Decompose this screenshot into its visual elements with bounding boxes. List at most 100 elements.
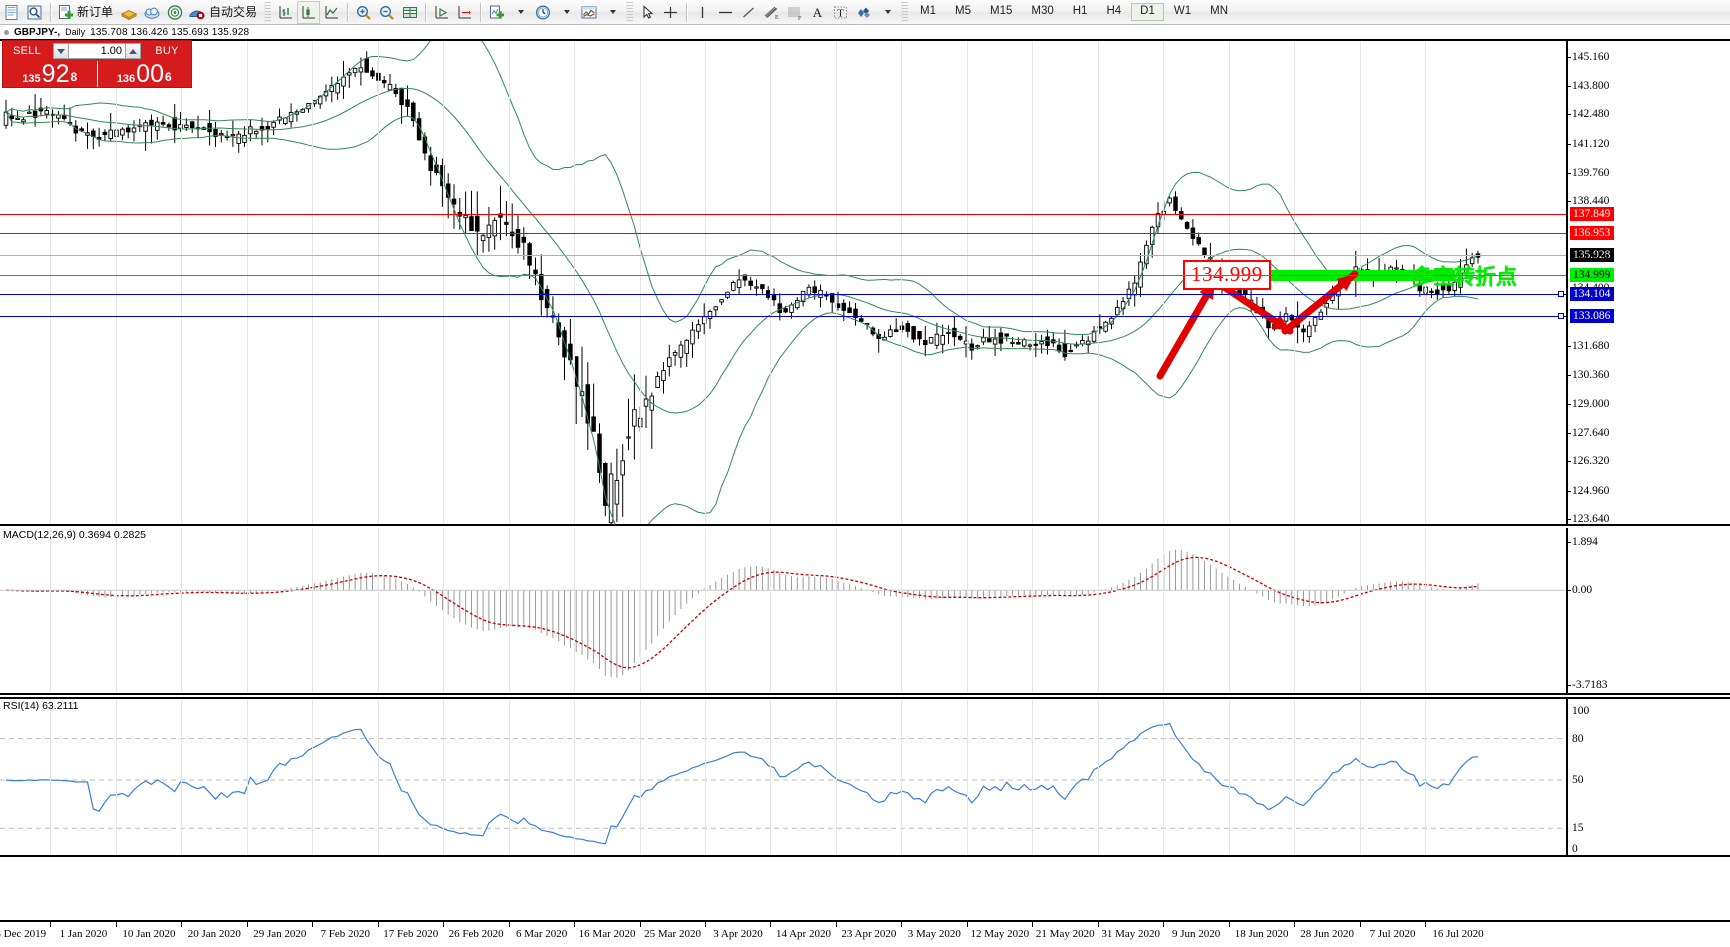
date-tick-mark	[1097, 922, 1099, 927]
sell-price[interactable]: 135 92 8	[3, 61, 97, 87]
toolbar-grip[interactable]	[901, 2, 909, 22]
vertical-gridline	[1294, 528, 1296, 693]
vertical-gridline	[1097, 699, 1099, 855]
horizontal-line[interactable]	[0, 275, 1566, 276]
horizontal-line-icon[interactable]	[714, 1, 737, 24]
buy-button[interactable]: BUY	[155, 45, 179, 57]
candlestick-chart-icon[interactable]	[297, 0, 321, 24]
mql5-community-icon[interactable]	[117, 1, 140, 24]
line-chart-icon[interactable]	[320, 1, 343, 24]
arrow-cursor-icon[interactable]	[636, 1, 659, 24]
price-label-resistance[interactable]: 136.953	[1570, 226, 1615, 241]
timeframe-h4[interactable]: H4	[1106, 5, 1122, 18]
macd-plot-area[interactable]: MACD(12,26,9) 0.3694 0.2825	[0, 528, 1568, 693]
price-axis[interactable]: 145.160 143.800 142.480 141.120 139.760 138.4…	[1566, 41, 1730, 525]
date-tick-mark	[181, 922, 183, 927]
toolbar-separator	[480, 2, 482, 22]
macd-title: MACD(12,26,9) 0.3694 0.2825	[3, 529, 147, 541]
horizontal-line[interactable]	[0, 213, 1566, 215]
price-label-tick[interactable]: 135.728	[1572, 253, 1610, 266]
fibonacci-icon[interactable]: F	[783, 1, 806, 24]
line-anchor-handle[interactable]	[1558, 291, 1564, 298]
chart-shift-icon[interactable]	[453, 1, 476, 24]
horizontal-line[interactable]	[0, 294, 1566, 296]
price-tick: 141.120	[1566, 137, 1610, 150]
indicators-icon[interactable]	[485, 1, 508, 24]
timeframe-m5[interactable]: M5	[955, 5, 971, 18]
market-watch-icon[interactable]	[23, 1, 46, 24]
sell-button[interactable]: SELL	[12, 45, 42, 57]
buy-price[interactable]: 136 00 6	[96, 61, 192, 87]
data-window-icon[interactable]	[398, 1, 421, 24]
timeframe-m30[interactable]: M30	[1031, 5, 1054, 18]
vertical-gridline	[1163, 41, 1165, 524]
letter-a-icon[interactable]: A	[806, 1, 829, 24]
trendline-icon[interactable]	[737, 1, 760, 24]
templates-icon[interactable]	[577, 1, 600, 24]
periods-icon[interactable]	[531, 1, 554, 24]
horizontal-line[interactable]	[0, 316, 1566, 318]
virtual-hosting-icon[interactable]	[140, 1, 163, 24]
auto-scroll-icon[interactable]	[430, 1, 453, 24]
vertical-gridline	[1228, 528, 1230, 693]
macd-series-canvas	[0, 549, 1566, 678]
templates-dropdown-arrow[interactable]	[600, 1, 623, 24]
text-label-icon[interactable]: T	[829, 1, 852, 24]
vertical-gridline	[50, 699, 52, 855]
timeframe-h1[interactable]: H1	[1072, 5, 1088, 18]
zoom-out-icon[interactable]	[375, 1, 398, 24]
timeframe-m15[interactable]: M15	[990, 5, 1013, 18]
timeframe-m1[interactable]: M1	[920, 5, 937, 18]
volume-input[interactable]: 1.00	[69, 43, 125, 59]
shapes-icon[interactable]	[852, 1, 875, 24]
vertical-gridline	[770, 528, 772, 693]
line-anchor-handle[interactable]	[1558, 313, 1564, 320]
vertical-gridline	[966, 699, 968, 855]
vertical-line-icon[interactable]	[691, 1, 714, 24]
date-axis[interactable]: 23 Dec 2019 1 Jan 2020 10 Jan 2020 20 Jan 2…	[0, 920, 1730, 947]
rsi-pane[interactable]: RSI(14) 63.2111 100 80 50 15 0	[0, 697, 1730, 857]
rsi-axis[interactable]: 100 80 50 15 0	[1568, 699, 1730, 855]
date-tick: 31 May 2020	[1101, 928, 1161, 940]
toolbar-grip[interactable]	[626, 2, 634, 22]
toolbar-grip[interactable]	[264, 2, 272, 22]
macd-axis[interactable]: 1.894 0.00 -3.7183	[1566, 528, 1730, 693]
vertical-gridline	[705, 699, 706, 855]
vertical-gridline	[181, 699, 183, 855]
zoom-in-icon[interactable]	[352, 1, 375, 24]
volume-stepper[interactable]: 1.00	[53, 43, 141, 59]
equidistant-channel-icon[interactable]: E	[760, 1, 783, 24]
rsi-plot-area[interactable]: RSI(14) 63.2111	[0, 699, 1568, 855]
one-click-trading-panel[interactable]: SELL 1.00 BUY 135 92 8 136 00 6	[2, 40, 192, 88]
price-pane[interactable]: 134.999 多空转折点 145.160 143.800 142.480 141.1…	[0, 39, 1730, 526]
price-label-resistance[interactable]: 137.849	[1570, 206, 1615, 221]
vertical-gridline	[1097, 41, 1099, 524]
vertical-gridline	[1228, 699, 1230, 855]
timeframe-w1[interactable]: W1	[1173, 5, 1192, 18]
price-label-support[interactable]: 134.104	[1570, 287, 1615, 302]
horizontal-line[interactable]	[0, 255, 1566, 257]
volume-decrease-button[interactable]	[53, 43, 69, 59]
new-order-button[interactable]: 新订单	[55, 1, 117, 24]
autotrading-button[interactable]: 自动交易	[186, 1, 261, 24]
price-label-bid[interactable]: 135.928	[1570, 248, 1615, 263]
horizontal-line[interactable]	[0, 233, 1566, 235]
macd-pane[interactable]: MACD(12,26,9) 0.3694 0.2825 1.894 0.00 -3.…	[0, 528, 1730, 695]
vertical-gridline	[639, 528, 641, 693]
volume-increase-button[interactable]	[125, 43, 141, 59]
price-plot-area[interactable]: 134.999 多空转折点	[0, 41, 1568, 524]
crosshair-icon[interactable]	[659, 1, 682, 24]
indicators-dropdown-arrow[interactable]	[508, 1, 531, 24]
chinese-annotation-label[interactable]: 多空转折点	[1412, 265, 1517, 289]
timeframe-mn[interactable]: MN	[1210, 5, 1228, 18]
bar-chart-icon[interactable]	[274, 1, 297, 24]
signals-icon[interactable]	[163, 1, 186, 24]
price-label-pivot[interactable]: 134.999	[1570, 268, 1615, 282]
new-chart-icon[interactable]	[0, 1, 23, 24]
date-tick: 29 Jan 2020	[253, 928, 307, 940]
price-label-support[interactable]: 133.086	[1570, 309, 1615, 324]
shapes-dropdown-arrow[interactable]	[875, 1, 898, 24]
price-tick: 143.800	[1566, 80, 1610, 93]
periods-dropdown-arrow[interactable]	[554, 1, 577, 24]
timeframe-d1[interactable]: D1	[1131, 3, 1164, 21]
